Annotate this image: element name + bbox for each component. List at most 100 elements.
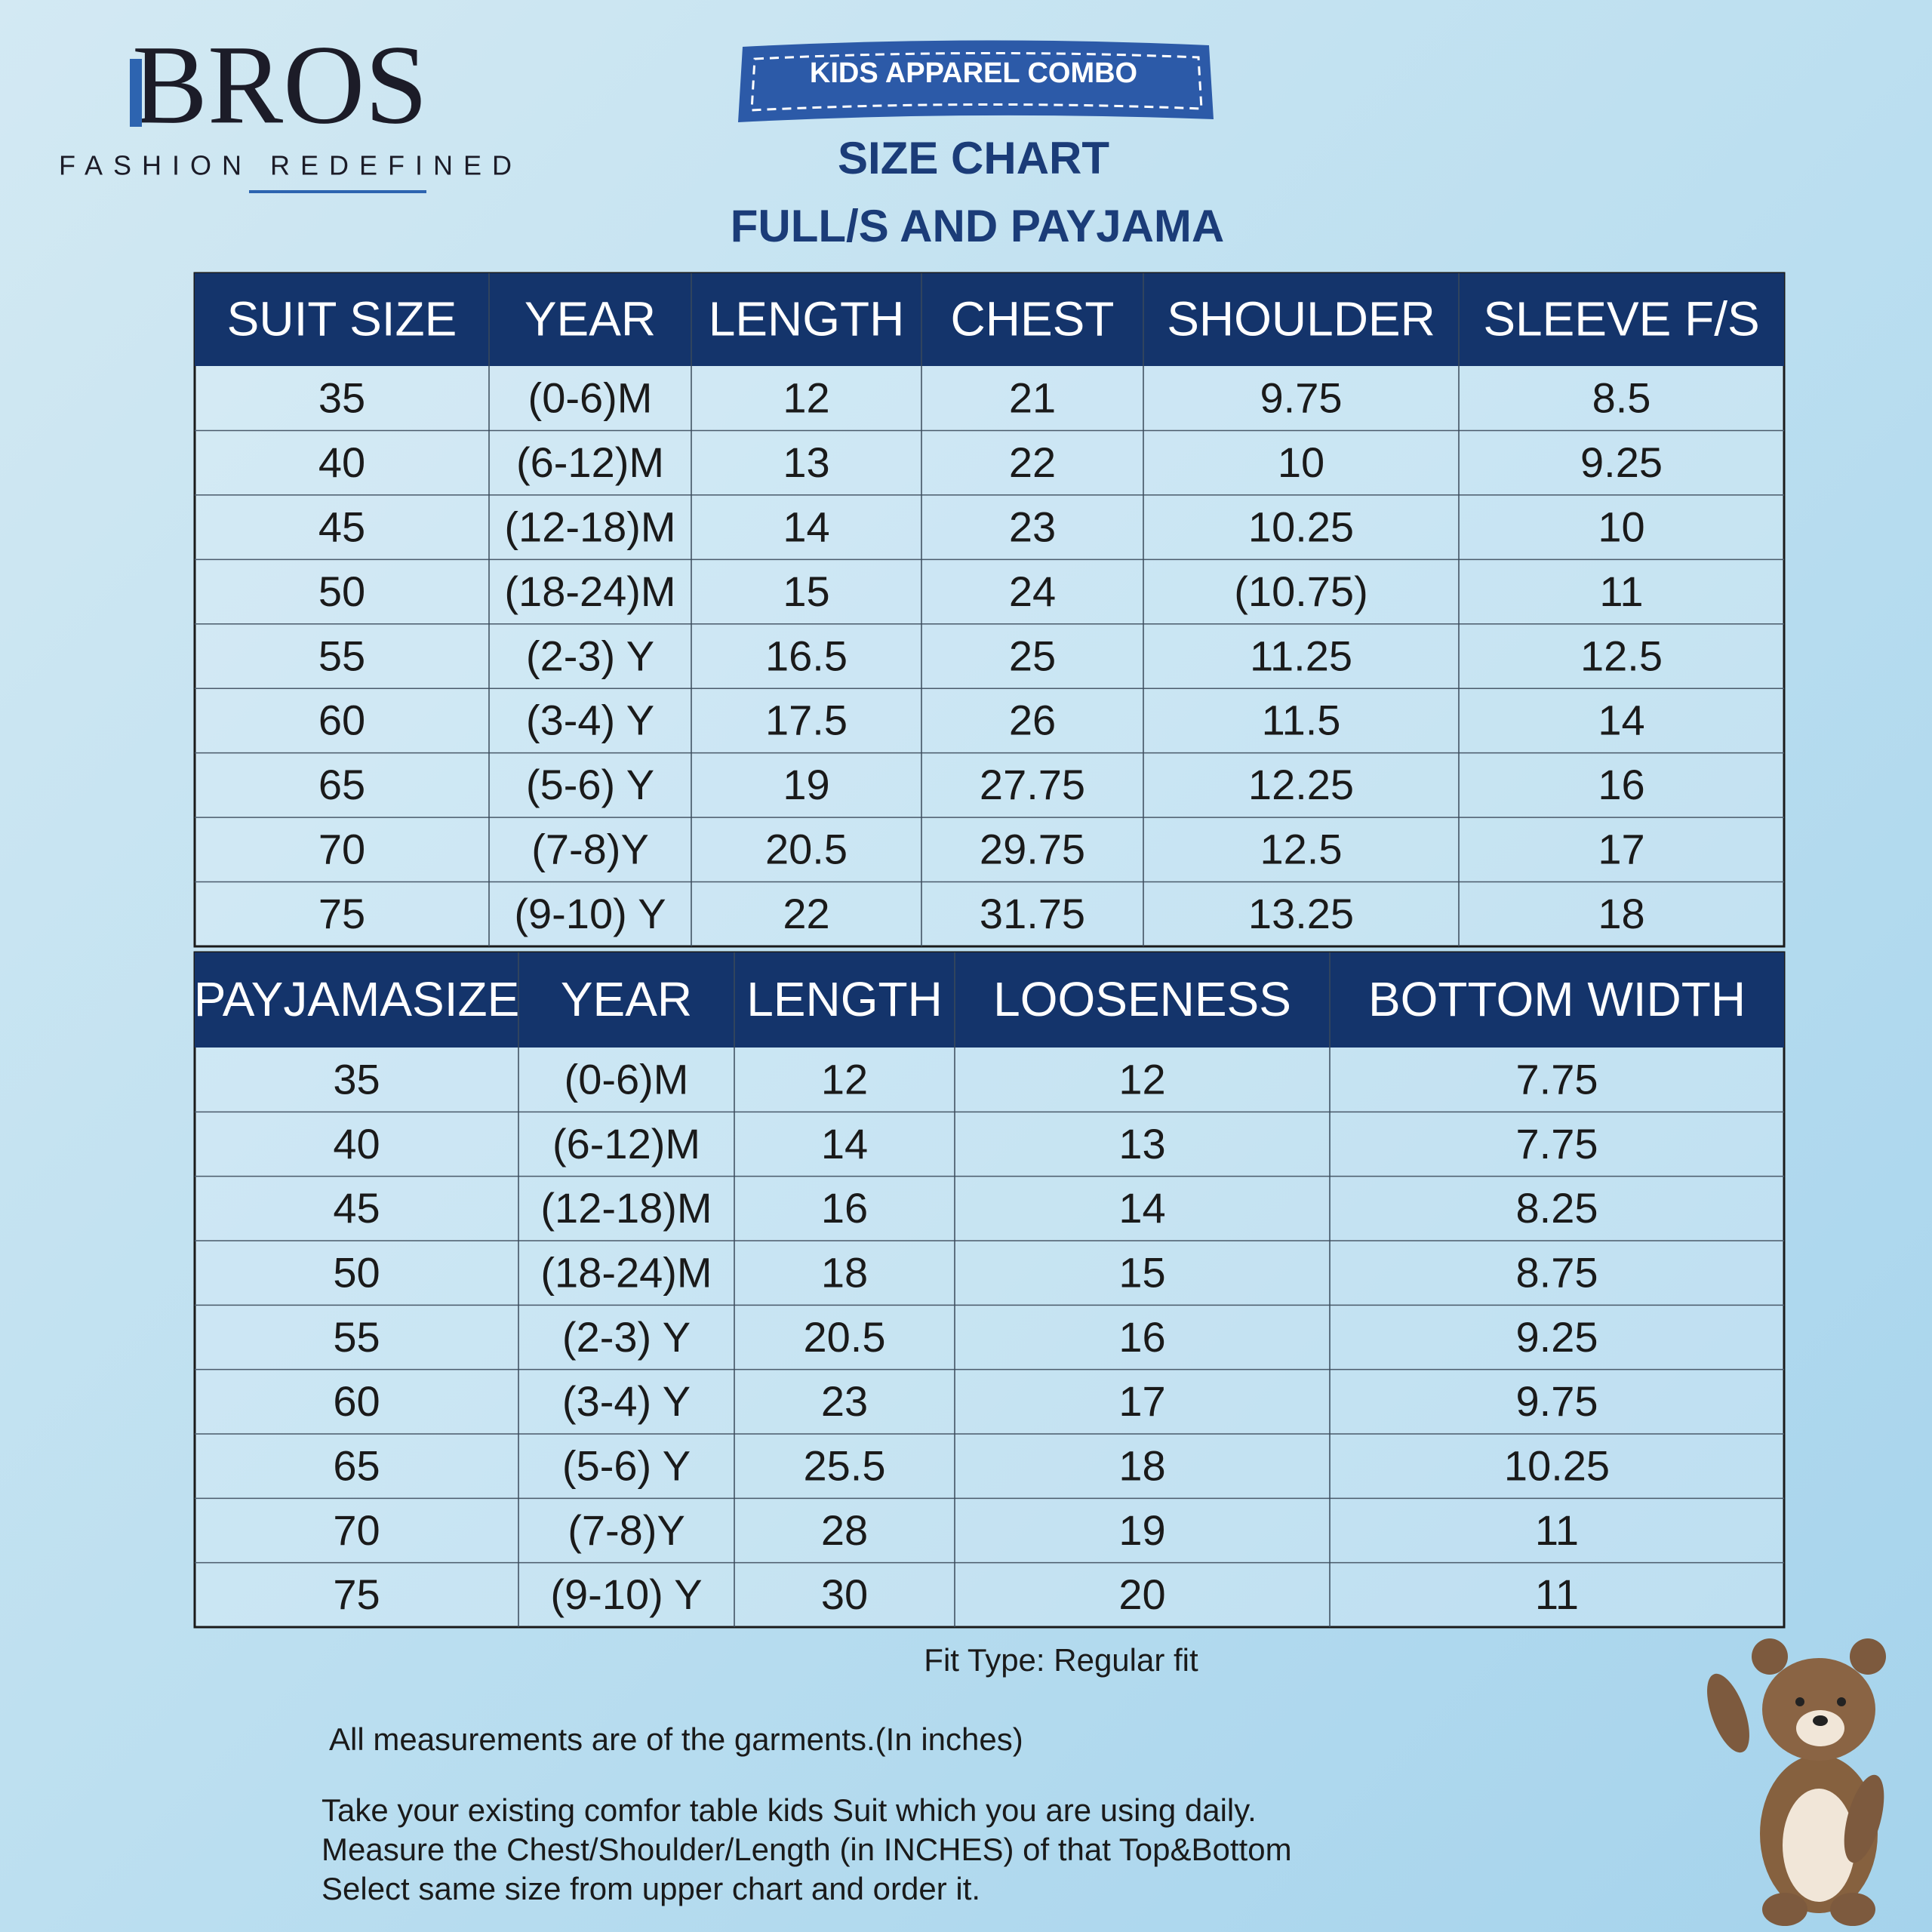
table-cell: 26 — [1009, 697, 1056, 744]
table-cell: 19 — [1118, 1506, 1165, 1554]
table-cell: 22 — [783, 890, 829, 937]
table-cell: 9.25 — [1580, 438, 1663, 486]
instruction: Measure the Chest/Shoulder/Length (in IN… — [321, 1832, 1292, 1867]
table-cell: 50 — [333, 1248, 380, 1296]
table-cell: 8.5 — [1592, 374, 1651, 422]
table-cell: (18-24)M — [540, 1248, 712, 1296]
table-cell: 22 — [1009, 438, 1056, 486]
bear-illustration — [1707, 1638, 1886, 1926]
table-cell: 7.75 — [1516, 1055, 1598, 1103]
table-cell: 12.5 — [1580, 632, 1663, 679]
table-cell: 12 — [821, 1055, 868, 1103]
table-cell: 15 — [783, 568, 829, 615]
table-cell: 20 — [1118, 1571, 1165, 1618]
table-cell: (0-6)M — [565, 1055, 689, 1103]
table-cell: 13 — [1118, 1120, 1165, 1168]
table-cell: 11 — [1535, 1506, 1579, 1554]
table-cell: 16 — [1598, 761, 1644, 808]
table-cell: 50 — [318, 568, 365, 615]
logo-accent — [130, 59, 142, 127]
header-cell: SHOULDER — [1167, 291, 1435, 346]
table-cell: 24 — [1009, 568, 1056, 615]
table-cell: 13.25 — [1248, 890, 1354, 937]
table-cell: 16 — [1118, 1313, 1165, 1361]
table-cell: 13 — [783, 438, 829, 486]
table-cell: (12-18)M — [504, 503, 675, 550]
table-cell: (5-6) Y — [526, 761, 654, 808]
table-cell: 60 — [333, 1377, 380, 1425]
title: SIZE CHART — [838, 133, 1109, 183]
table-cell: 55 — [318, 632, 365, 679]
table-cell: 45 — [333, 1184, 380, 1232]
table-header — [195, 952, 1784, 1048]
header-cell: LENGTH — [746, 972, 943, 1026]
table-cell: 40 — [318, 438, 365, 486]
table-cell: 14 — [783, 503, 829, 550]
badge-bg — [738, 40, 1214, 122]
table-cell: (9-10) Y — [514, 890, 666, 937]
table-cell: (3-4) Y — [526, 697, 654, 744]
table-cell: 40 — [333, 1120, 380, 1168]
table-cell: 9.75 — [1516, 1377, 1598, 1425]
table-cell: 45 — [318, 503, 365, 550]
header-cell: SUIT SIZE — [227, 291, 457, 346]
table-cell: 30 — [821, 1571, 868, 1618]
table-cell: 60 — [318, 697, 365, 744]
table-cell: 55 — [333, 1313, 380, 1361]
table-cell: 16.5 — [765, 632, 848, 679]
instruction: Take your existing comfor table kids Sui… — [321, 1792, 1257, 1828]
instruction: Select same size from upper chart and or… — [321, 1871, 980, 1906]
table-cell: 25 — [1009, 632, 1056, 679]
table-body — [193, 272, 1786, 948]
table-cell: 21 — [1009, 374, 1056, 422]
header-cell: PAYJAMASIZE — [194, 972, 520, 1026]
header-cell: LENGTH — [709, 291, 905, 346]
table-cell: 14 — [821, 1120, 868, 1168]
table-cell: 12 — [1118, 1055, 1165, 1103]
table-cell: (0-6)M — [528, 374, 653, 422]
table-cell: 65 — [333, 1441, 380, 1489]
table-cell: 70 — [318, 826, 365, 873]
logo-tagline: FASHION REDEFINED — [59, 150, 522, 181]
table-cell: 10.25 — [1504, 1441, 1610, 1489]
table-cell: 11 — [1535, 1571, 1579, 1618]
table-header — [195, 273, 1784, 366]
table-cell: 31.75 — [980, 890, 1085, 937]
table-cell: 12 — [783, 374, 829, 422]
table-cell: (7-8)Y — [531, 826, 649, 873]
table-cell: (6-12)M — [552, 1120, 700, 1168]
table-body — [193, 951, 1786, 1629]
table-cell: 11.25 — [1250, 632, 1352, 679]
table-cell: 17 — [1118, 1377, 1165, 1425]
badge-text: KIDS APPAREL COMBO — [810, 57, 1137, 89]
table-cell: 15 — [1118, 1248, 1165, 1296]
table-cell: 70 — [333, 1506, 380, 1554]
table-cell: 18 — [1598, 890, 1644, 937]
table-cell: 35 — [318, 374, 365, 422]
header-cell: SLEEVE F/S — [1483, 291, 1759, 346]
table-cell: 9.25 — [1516, 1313, 1598, 1361]
table-cell: 14 — [1118, 1184, 1165, 1232]
table-cell: (7-8)Y — [568, 1506, 685, 1554]
table-cell: 8.25 — [1516, 1184, 1598, 1232]
header-cell: LOOSENESS — [993, 972, 1291, 1026]
table-cell: 12.25 — [1248, 761, 1354, 808]
table-cell: 65 — [318, 761, 365, 808]
tables: SUIT SIZE YEAR LENGTH CHEST SHOULDER SLEEVE F… — [193, 272, 1786, 1629]
table-cell: (3-4) Y — [562, 1377, 691, 1425]
header-cell: CHEST — [951, 291, 1115, 346]
table-cell: 25.5 — [804, 1441, 886, 1489]
table-cell: (12-18)M — [540, 1184, 712, 1232]
table-cell: (2-3) Y — [562, 1313, 691, 1361]
table-cell: 20.5 — [804, 1313, 886, 1361]
subtitle: FULL/S AND PAYJAMA — [731, 201, 1225, 251]
table-cell: 23 — [1009, 503, 1056, 550]
table-cell: (9-10) Y — [550, 1571, 702, 1618]
table-cell: 10 — [1278, 438, 1324, 486]
table-cell: 8.75 — [1516, 1248, 1598, 1296]
table-cell: 19 — [783, 761, 829, 808]
table-cell: 18 — [1118, 1441, 1165, 1489]
fit-type: Fit Type: Regular fit — [924, 1642, 1198, 1678]
table-cell: 11.5 — [1262, 697, 1341, 744]
